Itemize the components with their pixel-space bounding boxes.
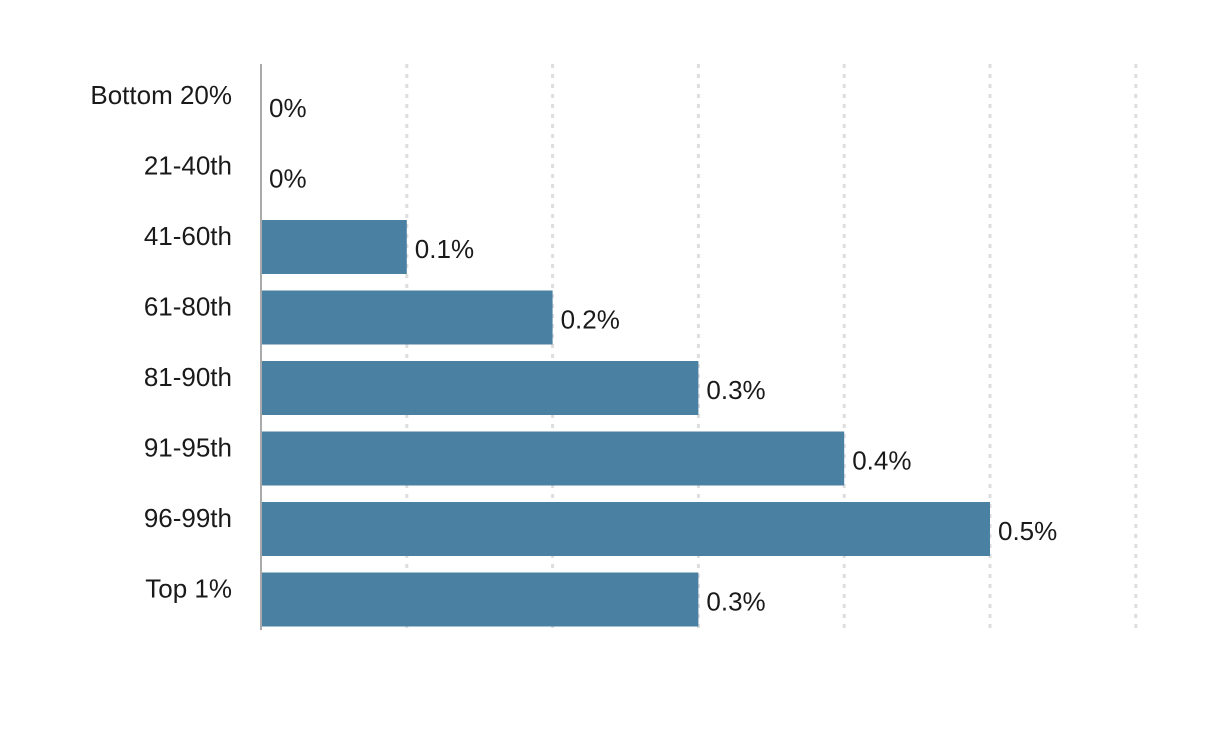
value-label: 0.5% (998, 516, 1057, 546)
category-label: 91-95th (144, 432, 232, 462)
category-label: Top 1% (145, 573, 232, 603)
category-labels: Bottom 20% 21-40th 41-60th 61-80th 81-90th 91… (90, 80, 232, 604)
bar (262, 572, 699, 627)
value-label: 0% (269, 163, 307, 193)
category-label: 41-60th (144, 221, 232, 251)
value-label: 0.4% (852, 445, 911, 475)
value-label: 0.3% (706, 375, 765, 405)
value-label: 0.3% (706, 586, 765, 616)
value-label: 0.2% (561, 304, 620, 334)
category-label: 96-99th (144, 503, 232, 533)
bar (262, 431, 845, 486)
bars-layer (262, 220, 990, 627)
value-label: 0.1% (415, 234, 474, 264)
category-label: 21-40th (144, 150, 232, 180)
category-label: Bottom 20% (90, 80, 232, 110)
category-label: 81-90th (144, 362, 232, 392)
value-label: 0% (269, 93, 307, 123)
bar (262, 502, 990, 556)
category-label: 61-80th (144, 291, 232, 321)
bar (262, 290, 553, 345)
bar (262, 361, 699, 415)
bar (262, 220, 407, 274)
value-labels: 0% 0% 0.1% 0.2% 0.3% 0.4% 0.5% 0.3% (269, 93, 1057, 617)
